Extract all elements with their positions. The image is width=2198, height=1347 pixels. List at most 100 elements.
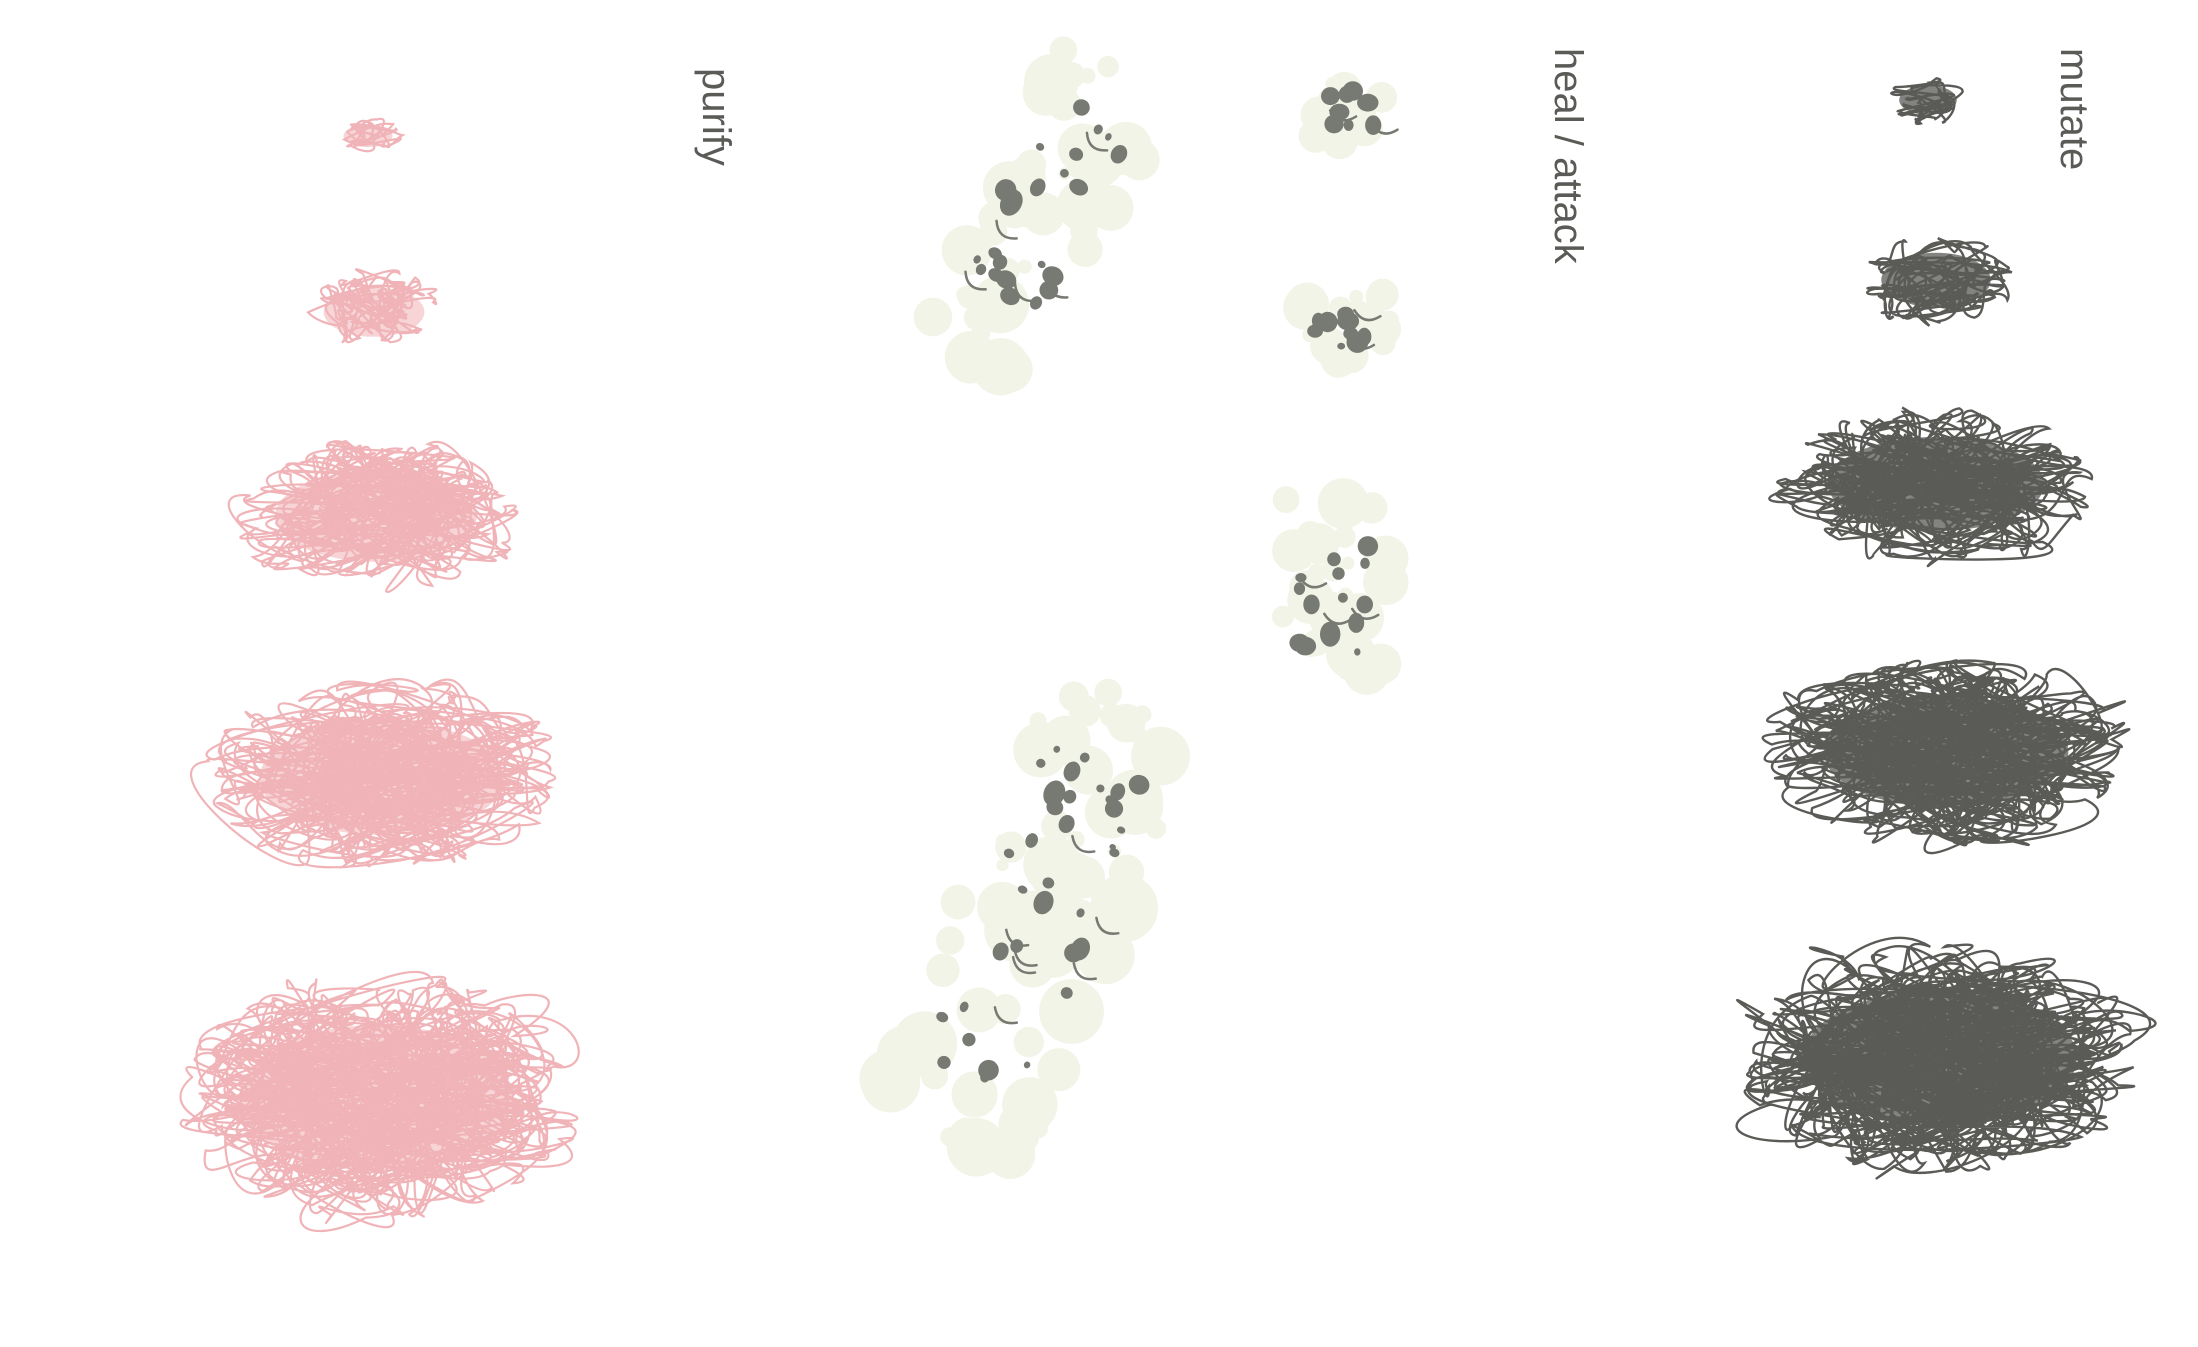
attack-blob-1-bubble <box>1057 123 1107 173</box>
attack-blob-2-bubble <box>940 884 976 920</box>
heal-blob-3-spot <box>1303 594 1320 615</box>
heal-blob-1-bubble <box>1336 127 1358 150</box>
heal-blob-3-spot <box>1332 567 1345 580</box>
heal-blob-3-arc <box>1323 612 1352 625</box>
attack-blob-2-bubble <box>1039 979 1104 1044</box>
attack-blob-2-spot <box>1043 780 1066 807</box>
purify-scribble-4 <box>190 678 557 869</box>
attack-blob-2-bubble <box>951 1071 998 1118</box>
purify-scribble-2 <box>306 268 438 344</box>
attack-blob-2-bubble <box>1030 858 1068 896</box>
attack-blob-2-arc <box>1095 916 1120 935</box>
mutate-scribble-2-strokes <box>1866 237 2013 327</box>
heal-blob-2 <box>1283 278 1402 378</box>
attack-blob-1-bubble <box>1067 231 1103 267</box>
attack-blob-2-spot <box>1025 833 1039 848</box>
attack-blob-1-bubble <box>957 231 977 251</box>
attack-blob-1-bubble <box>1056 179 1109 232</box>
attack-blob-2-spot <box>1128 774 1150 795</box>
attack-blob-2-bubble <box>1099 703 1124 728</box>
purify-scribble-5 <box>179 970 580 1233</box>
attack-blob-2-bubble <box>1090 874 1159 943</box>
attack-blob-2-arc <box>993 1006 1019 1025</box>
attack-blob-2-bubble <box>956 987 1002 1033</box>
heal-blob-3-arc <box>1298 576 1328 589</box>
attack-blob-2-spot <box>1053 745 1061 753</box>
attack-blob-1-spot <box>1110 145 1128 164</box>
mutate-label: mutate <box>2052 48 2096 171</box>
attack-blob-1-spot <box>992 254 1008 270</box>
attack-blob-2-spot <box>1104 799 1124 818</box>
heal-blob-2-bubble <box>1365 283 1392 310</box>
attack-blob-1-bubble <box>987 346 1033 393</box>
purify-column <box>179 117 580 1233</box>
attack-blob-2-bubble <box>936 926 965 955</box>
attack-blob-1-spot <box>1000 287 1020 306</box>
heal-blob-2-spot <box>1337 342 1346 350</box>
attack-blob-2-bubble <box>960 1121 1004 1165</box>
attack-blob-2-spot <box>1110 783 1126 801</box>
attack-blob-2-spot <box>936 1011 949 1023</box>
heal-blob-3-spot <box>1337 592 1348 603</box>
attack-blob-1-spot <box>973 255 981 264</box>
attack-blob-1-spot <box>1029 178 1046 197</box>
attack-blob-2-bubble <box>1037 1048 1081 1092</box>
attack-blob-2-spot <box>1076 908 1085 918</box>
attack-blob-2-spot <box>1023 1061 1031 1069</box>
attack-blob-2-arc <box>1005 928 1030 947</box>
attack-blob-2-bubble <box>926 953 960 987</box>
heal-blob-2-arc <box>1353 308 1382 322</box>
attack-blob-2-spot <box>1036 758 1046 768</box>
heal-blob-3-bubble <box>1299 523 1340 564</box>
heal-blob-2-spot <box>1343 327 1359 340</box>
attack-blob-2-spot <box>992 942 1009 961</box>
attack-blob-2-spot <box>1003 848 1015 859</box>
heal-blob-3-spot <box>1357 536 1379 557</box>
attack-blob-1-bubble <box>1017 259 1032 274</box>
attack-blob-2-spot <box>1017 885 1028 894</box>
mutate-scribble-1 <box>1889 77 1964 125</box>
attack-blob-1-bubble <box>1058 61 1085 89</box>
attack-blob-1-bubble <box>1079 67 1096 84</box>
attack-blob-1-bubble <box>1049 86 1073 111</box>
attack-blob-1-spot <box>1035 142 1045 151</box>
attack-blob-2-bubble <box>1047 722 1065 740</box>
attack-blob-1-bubble <box>913 297 953 337</box>
attack-blob-1-arc <box>1045 278 1069 299</box>
attack-blob-1-bubble <box>1126 131 1152 156</box>
attack-blob-1-spot <box>1037 260 1046 269</box>
attack-blob-1 <box>913 36 1160 396</box>
attack-blob-1-spot <box>988 268 1004 282</box>
heal-blob-3-spot <box>1294 636 1317 656</box>
attack-blob-2-spot <box>937 1055 951 1069</box>
attack-blob-2-spot <box>1033 890 1054 915</box>
heal-blob-3-bubble <box>1363 559 1409 606</box>
purify-scribble-3 <box>227 439 519 593</box>
attack-blob-2-spot <box>1117 826 1126 834</box>
heal-blob-2-spot <box>1307 324 1323 338</box>
heal-blob-3-spot <box>1293 582 1306 595</box>
purify-label: purify <box>694 68 738 166</box>
attack-blob-2-bubble <box>1060 852 1093 885</box>
attack-blob-1-spot <box>1105 133 1112 141</box>
heal-blob-2-arc <box>1346 337 1376 351</box>
attack-blob-2-spot <box>1063 761 1081 782</box>
attack-blob-2-spot <box>1058 814 1075 834</box>
heal-blob-3-bubble <box>1272 605 1294 628</box>
mutate-scribble-3 <box>1768 406 2093 568</box>
attack-blob-1-spot <box>1069 147 1084 161</box>
heal-blob-3-spot <box>1348 612 1365 633</box>
attack-blob-2-spot <box>962 1032 976 1047</box>
purify-scribble-1-strokes <box>341 117 406 153</box>
attack-blob-2-spot <box>980 1071 990 1083</box>
mutate-scribble-5 <box>1735 936 2157 1180</box>
heal-attack-column <box>859 36 1409 1179</box>
heal-blob-2-spot <box>1317 311 1338 333</box>
purify-scribble-5-strokes <box>179 970 580 1233</box>
attack-blob-2-bubble <box>995 834 1011 849</box>
heal-blob-1-arc <box>1328 109 1358 122</box>
attack-blob-2-bubble <box>1046 897 1103 954</box>
heal-blob-1-spot <box>1321 87 1340 106</box>
attack-blob-2-bubble <box>940 1127 960 1147</box>
